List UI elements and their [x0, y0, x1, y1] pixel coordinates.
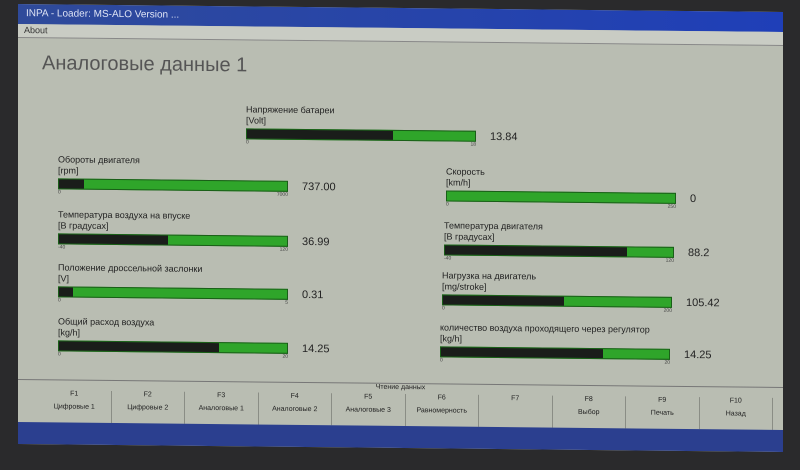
gauge-fill: [59, 341, 219, 353]
gauge-min: 0: [446, 201, 449, 208]
gauge-unit: [В градусах]: [444, 231, 495, 242]
fkey-number: F10: [729, 397, 742, 405]
gauge-max: 120: [665, 257, 674, 264]
gauge-fill: [445, 245, 628, 257]
gauge-min: 0: [58, 297, 61, 304]
fkey-label: Печать: [650, 409, 674, 417]
gauge: Скорость [km/h] 0 250 0: [446, 166, 706, 210]
gauge-max: 5: [285, 299, 288, 306]
gauge-unit: [km/h]: [446, 177, 471, 188]
gauge-unit: [rpm]: [58, 165, 79, 176]
gauge-value: 14.25: [684, 348, 712, 362]
gauge-value: 0.31: [302, 288, 324, 302]
fkey-label: Назад: [725, 410, 746, 418]
gauge-value: 0: [690, 193, 697, 206]
fkey-label: Аналоговые 2: [272, 405, 318, 414]
gauge-min: 0: [246, 139, 249, 146]
fkey-label: Цифровые 1: [53, 403, 95, 411]
gauge: Температура двигателя [В градусах] -40 12…: [444, 220, 709, 264]
gauge-value: 737.00: [302, 180, 336, 194]
gauge-value: 36.99: [302, 235, 330, 249]
fkey-number: F8: [584, 395, 593, 404]
gauge: Напряжение батареи [Volt] 0 18 13.84: [246, 104, 518, 148]
fkey-button-f5[interactable]: F5 Аналоговые 3: [332, 393, 406, 427]
fkey-number: F3: [217, 392, 226, 400]
gauge-min: 0: [58, 351, 61, 358]
fkey-number: F1: [70, 390, 79, 398]
gauge-unit: [kg/h]: [58, 327, 81, 338]
gauge: Температура воздуха на впуске [В градуса…: [58, 209, 330, 253]
fkey-button-f1[interactable]: F1 Цифровые 1: [38, 390, 112, 423]
gauge-max: 7000: [276, 191, 288, 198]
fkey-label: Аналоговые 3: [345, 406, 391, 414]
gauge: количество воздуха проходящего через рег…: [440, 322, 712, 366]
gauge-unit: [mg/stroke]: [442, 281, 487, 292]
gauge-value: 105.42: [686, 296, 720, 310]
fkey-button-f10[interactable]: F10 Назад: [699, 397, 773, 430]
gauge-value: 14.25: [302, 342, 330, 356]
fkey-label: Равномерность: [416, 407, 468, 415]
gauge: Общий расход воздуха [kg/h] 0 20 14.25: [58, 316, 330, 360]
gauge-fill: [441, 347, 603, 359]
fkey-button-f9[interactable]: F9 Печать: [626, 396, 700, 430]
fkey-button-f4[interactable]: F4 Аналоговые 2: [258, 392, 332, 426]
gauge-min: 0: [440, 357, 443, 364]
gauge-unit: [kg/h]: [440, 333, 463, 344]
gauge-max: 250: [667, 203, 676, 210]
fkey-button-f3[interactable]: F3 Аналоговые 1: [185, 391, 259, 425]
fkey-number: F2: [143, 391, 152, 399]
gauge-unit: [В градусах]: [58, 220, 109, 231]
page-title: Аналоговые данные 1: [42, 52, 248, 77]
menu-about[interactable]: About: [24, 25, 48, 36]
fkey-number: F6: [437, 394, 446, 402]
gauge-max: 20: [664, 359, 670, 366]
gauge-fill: [59, 179, 85, 189]
gauge-value: 88.2: [688, 247, 710, 260]
fkey-label: Аналоговые 1: [198, 404, 244, 413]
gauge-fill: [59, 287, 73, 297]
fkey-number: F9: [658, 396, 667, 404]
gauge-max: 120: [279, 246, 288, 253]
gauge-unit: [V]: [58, 273, 70, 284]
gauge-min: -40: [444, 255, 452, 262]
gauge-unit: [Volt]: [246, 115, 267, 126]
fkey-label: Цифровые 2: [127, 404, 169, 412]
gauge-min: -40: [58, 244, 66, 251]
gauge-min: 0: [58, 189, 61, 196]
fkey-label: Выбор: [578, 408, 600, 417]
fkey-number: F5: [364, 393, 373, 401]
gauge: Нагрузка на двигатель [mg/stroke] 0 200 1…: [442, 270, 720, 314]
gauge-fill: [59, 234, 169, 245]
fkey-number: F4: [290, 392, 299, 400]
gauge: Обороты двигателя [rpm] 0 7000 737.00: [58, 154, 336, 198]
fkey-number: F7: [511, 395, 520, 403]
fkey-button-f2[interactable]: F2 Цифровые 2: [111, 390, 185, 424]
fkey-button-f6[interactable]: F6 Равномерность: [405, 394, 479, 427]
fkey-button-f8[interactable]: F8 Выбор: [552, 395, 626, 429]
gauge-max: 200: [663, 307, 672, 314]
gauge-fill: [443, 295, 564, 306]
gauge-max: 20: [282, 353, 288, 360]
gauge-max: 18: [470, 141, 476, 148]
gauge-fill: [247, 129, 393, 140]
gauge-min: 0: [442, 305, 445, 312]
inpa-window: INPA - Loader: MS-ALO Version ... About …: [18, 3, 783, 453]
fkey-button-f7[interactable]: F7: [479, 394, 553, 428]
gauge-value: 13.84: [490, 130, 518, 144]
